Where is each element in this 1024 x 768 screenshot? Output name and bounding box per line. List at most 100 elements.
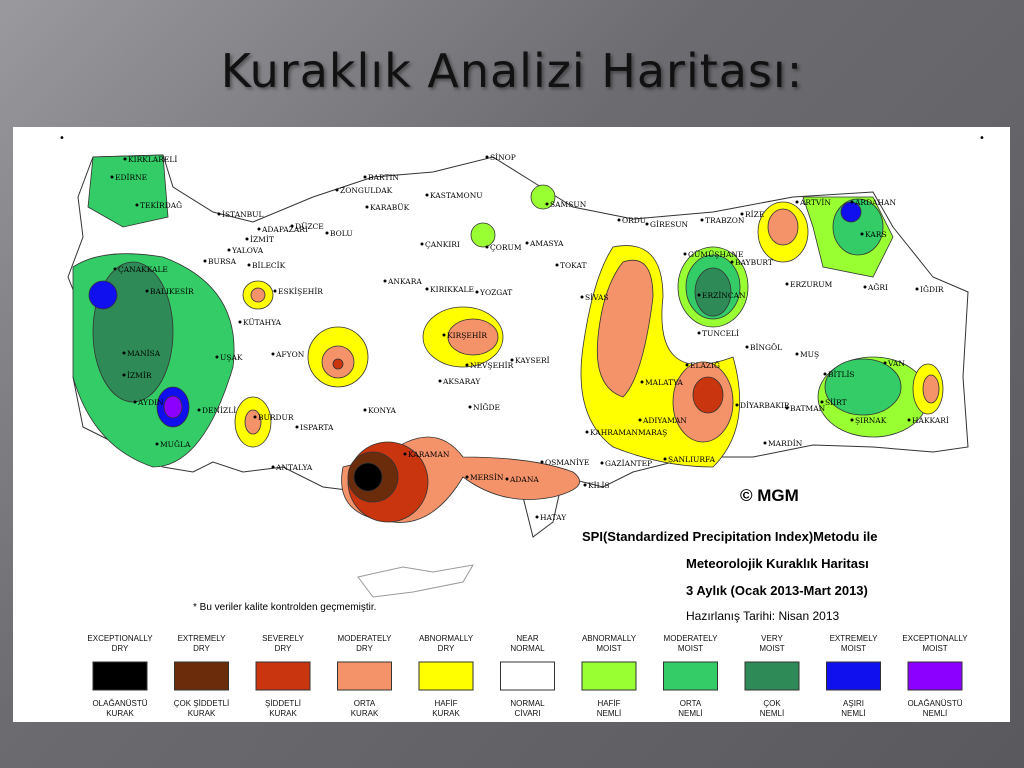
city-label: KONYA [368,406,396,415]
city-label: BURSA [208,257,237,266]
legend-swatch [907,661,963,691]
city-label: ERZİNCAN [702,291,746,300]
city-dot [638,418,642,422]
legend-swatch [418,661,474,691]
city-label: RİZE [745,210,764,219]
city-dot [122,351,126,355]
city-dot [438,379,442,383]
city-dot [555,263,559,267]
city-label: AKSARAY [442,377,481,386]
legend-label-en: DRY [112,644,129,653]
city-label: ERZURUM [790,280,833,289]
city-dot [465,363,469,367]
city-label: KÜTAHYA [243,318,282,327]
legend-swatch [92,661,148,691]
map-note: * Bu veriler kalite kontrolden geçmemişt… [193,602,376,613]
legend-label-en: DRY [438,644,455,653]
city-label: ANTALYA [275,463,313,472]
legend-swatch [255,661,311,691]
city-label: UŞAK [220,353,243,362]
legend-label-en: MODERATELY [664,634,719,643]
city-label: DİYARBAKIR [740,401,790,410]
city-label: MERSİN [470,473,504,482]
city-dot [510,358,514,362]
city-label: TEKİRDAĞ [140,201,182,210]
legend-label-en: MOIST [759,644,784,653]
legend-label-en: ABNORMALLY [582,634,637,643]
city-label: ÇANAKKALE [118,265,168,274]
city-label: ARTVİN [799,198,831,207]
city-label: KAHRAMANMARAŞ [590,428,667,437]
map-heading: SPI(Standardized Precipitation Index)Met… [582,529,877,544]
city-label: AMASYA [529,239,564,248]
city-dot [295,425,299,429]
city-dot [271,465,275,469]
city-dot [485,245,489,249]
city-dot [468,405,472,409]
city-label: AYDIN [137,398,164,407]
legend-swatch [337,661,392,691]
city-dot [122,373,126,377]
city-dot [215,355,219,359]
city-dot [425,287,429,291]
legend-label-tr: ORTA [680,699,702,708]
legend-label-tr: KURAK [106,709,134,718]
legend-label-en: MOIST [841,644,866,653]
city-label: KARABÜK [370,203,410,212]
city-label: MUĞLA [160,440,191,449]
legend-label-tr: ÇOK ŞİDDETLİ [174,699,230,708]
city-labels: KIRKLARELİ EDİRNE TEKİRDAĞ İSTANBUL ADAPAZAR… [110,153,949,522]
legend-swatch [581,661,637,691]
legend-label-en: ABNORMALLY [419,634,474,643]
city-dot [485,155,489,159]
city-dot [363,175,367,179]
city-label: HAKKARİ [912,416,949,425]
city-dot [820,400,824,404]
city-label: AĞRI [867,283,888,292]
legend-label-en: DRY [193,644,210,653]
legend-label-en: MOIST [678,644,703,653]
city-label: IĞDIR [920,285,944,294]
city-label: YALOVA [231,246,264,255]
city-label: SİNOP [490,153,516,162]
city-label: KIRŞEHİR [447,331,487,340]
city-label: KARAMAN [408,450,450,459]
city-dot [795,200,799,204]
city-dot [335,188,339,192]
city-dot [850,418,854,422]
city-label: İSTANBUL [222,210,264,219]
legend-label-tr: NEMLİ [760,709,784,718]
city-label: ADANA [509,475,539,484]
city-dot [155,442,159,446]
city-label: DENİZLİ [202,406,236,415]
city-label: GAZİANTEP [605,459,652,468]
city-label: KARS [865,230,887,239]
city-label: KİLİS [588,481,610,490]
cyprus [357,564,474,598]
city-label: BİNGÖL [750,343,782,352]
city-dot [915,287,919,291]
city-label: ÇANKIRI [425,240,460,249]
city-label: BAYBURT [735,258,773,267]
drought-regions [72,154,944,523]
city-label: EDİRNE [115,173,147,182]
city-dot [795,352,799,356]
city-label: TRABZON [705,216,745,225]
legend-label-en: NORMAL [510,644,545,653]
legend-label-en: EXCEPTIONALLY [902,634,968,643]
legend-label-tr: HAFİF [434,699,457,708]
city-dot [197,408,201,412]
map-heading: 3 Aylık (Ocak 2013-Mart 2013) [686,583,868,598]
legend-swatch [174,661,229,691]
city-label: SİİRT [825,398,847,407]
city-dot [253,415,257,419]
legend-label-tr: NORMAL [510,699,545,708]
legend-label-tr: ŞİDDETLİ [265,699,301,708]
city-dot [525,241,529,245]
legend-label-en: MOIST [922,644,947,653]
city-label: ORDU [622,216,646,225]
legend-label-en: EXTREMELY [178,634,227,643]
city-dot [640,380,644,384]
city-dot [730,260,734,264]
city-label: KASTAMONU [430,191,483,200]
